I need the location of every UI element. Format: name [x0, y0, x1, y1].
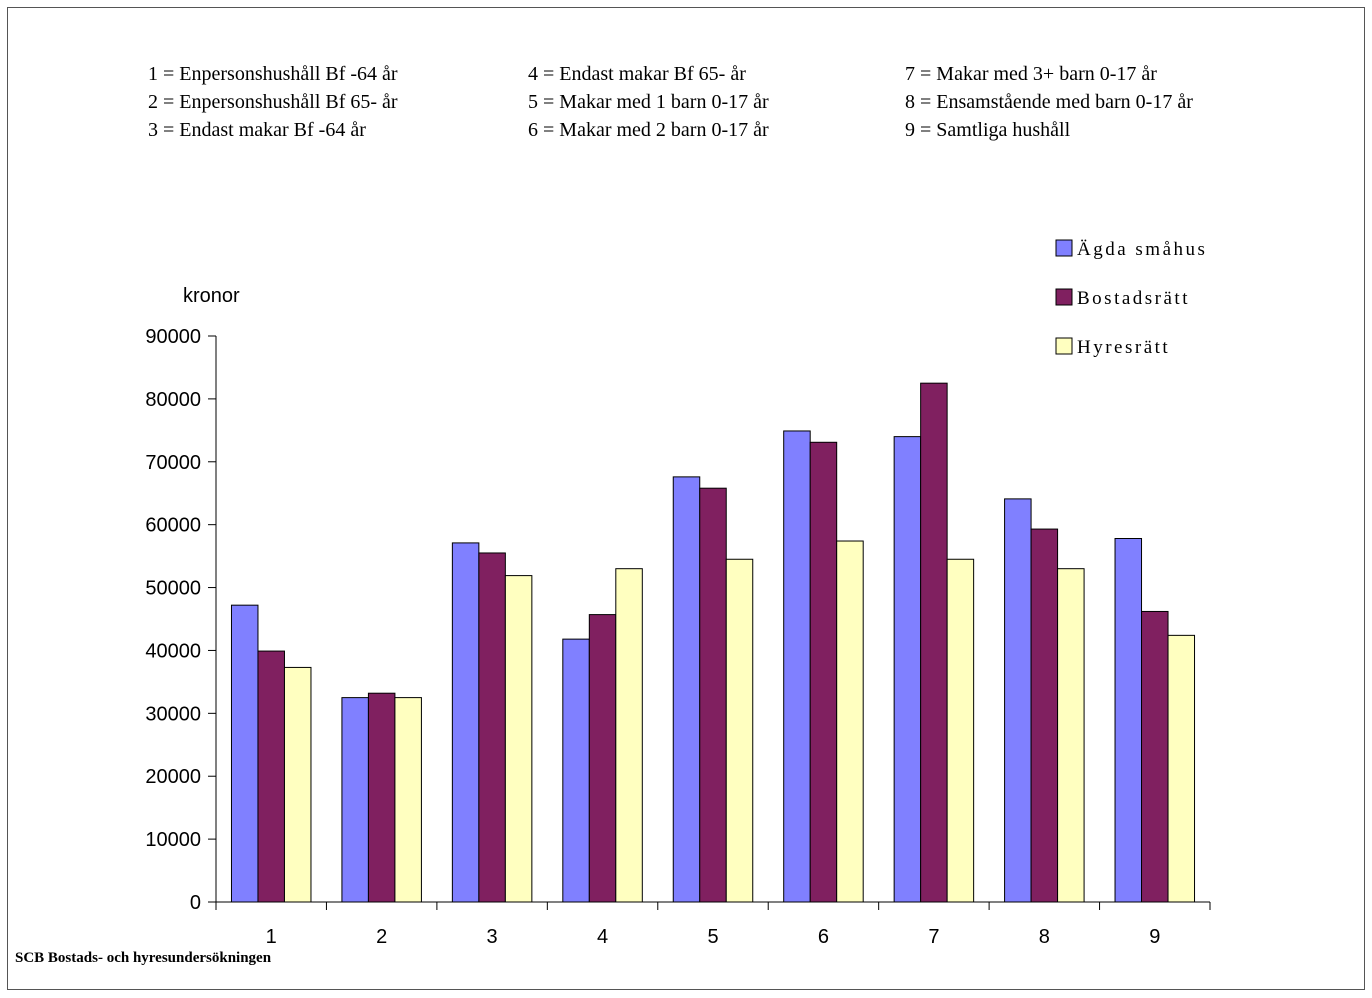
category-key-item: 3 = Endast makar Bf -64 år [148, 119, 366, 141]
bar [893, 436, 922, 903]
category-key-item: 9 = Samtliga hushåll [905, 119, 1071, 141]
x-tick-label: 1 [266, 926, 277, 948]
legend-swatch [1055, 337, 1073, 355]
bar [920, 382, 948, 903]
bar [1114, 538, 1143, 903]
category-key-item: 2 = Enpersonshushåll Bf 65- år [148, 91, 398, 113]
bar [1167, 634, 1196, 903]
source-note: SCB Bostads- och hyresundersökningen [15, 950, 272, 966]
bar [725, 558, 754, 903]
category-key-column-2: 4 = Endast makar Bf 65- år 5 = Makar med… [528, 60, 769, 144]
category-key-item: 8 = Ensamstående med barn 0-17 år [905, 91, 1193, 113]
y-tick-label: 90000 [145, 326, 201, 348]
x-tick-label: 3 [487, 926, 498, 948]
bar [257, 650, 285, 903]
category-key-item: 4 = Endast makar Bf 65- år [528, 63, 746, 85]
category-key-item: 7 = Makar med 3+ barn 0-17 år [905, 63, 1157, 85]
bar [836, 540, 864, 903]
y-tick-label: 0 [190, 892, 201, 914]
y-tick-label: 30000 [145, 703, 201, 725]
x-tick-label: 7 [928, 926, 939, 948]
bar [699, 487, 727, 903]
y-tick-label: 60000 [145, 515, 201, 537]
bar [1141, 610, 1169, 903]
category-key-item: 1 = Enpersonshushåll Bf -64 år [148, 63, 398, 85]
x-tick-label: 2 [376, 926, 387, 948]
bar [1057, 568, 1085, 903]
bar [809, 441, 838, 903]
bar [283, 666, 312, 903]
y-tick-label: 80000 [145, 389, 201, 411]
bar [615, 568, 643, 903]
bar [478, 552, 506, 903]
x-tick-label: 4 [597, 926, 608, 948]
category-key-column-3: 7 = Makar med 3+ barn 0-17 år 8 = Ensams… [905, 60, 1193, 144]
bar [394, 697, 422, 903]
bar [504, 575, 533, 903]
y-axis-label: kronor [183, 285, 240, 307]
bar [672, 476, 701, 903]
bar [562, 638, 590, 903]
legend-swatch [1055, 288, 1073, 306]
bar [451, 542, 480, 903]
y-tick-label: 50000 [145, 578, 201, 600]
category-key-item: 6 = Makar med 2 barn 0-17 år [528, 119, 769, 141]
bar [341, 697, 369, 903]
bar [946, 558, 975, 903]
legend-label: Ägda småhus [1077, 239, 1207, 260]
x-tick-label: 5 [707, 926, 718, 948]
bar [1030, 528, 1059, 903]
bar [588, 614, 617, 903]
y-tick-label: 40000 [145, 640, 201, 662]
category-key-column-1: 1 = Enpersonshushåll Bf -64 år 2 = Enper… [148, 60, 398, 144]
category-key-item: 5 = Makar med 1 barn 0-17 år [528, 91, 769, 113]
x-tick-label: 8 [1039, 926, 1050, 948]
y-tick-label: 20000 [145, 766, 201, 788]
bar [783, 430, 811, 903]
bar [230, 604, 259, 903]
y-tick-label: 10000 [145, 829, 201, 851]
legend-label: Bostadsrätt [1077, 288, 1190, 309]
legend-swatch [1055, 239, 1073, 257]
y-tick-label: 70000 [145, 452, 201, 474]
legend-label: Hyresrätt [1077, 337, 1170, 358]
x-tick-label: 9 [1149, 926, 1160, 948]
x-tick-label: 6 [818, 926, 829, 948]
bar [367, 692, 396, 903]
bar [1004, 498, 1032, 903]
